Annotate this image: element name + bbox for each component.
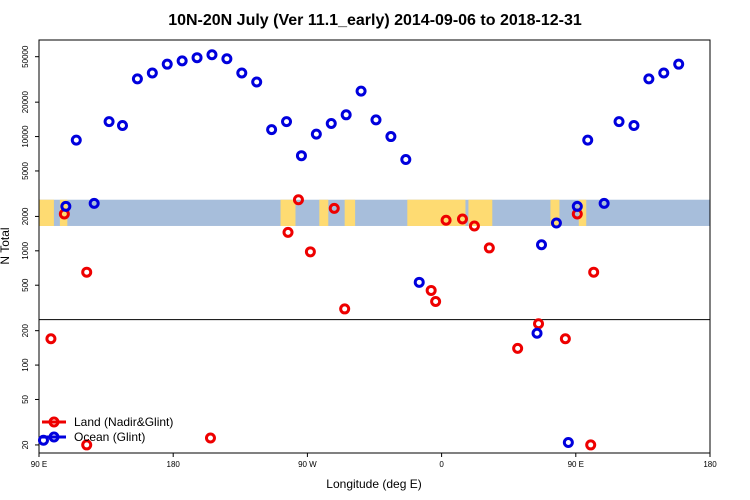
legend-land-label: Land (Nadir&Glint) bbox=[74, 415, 173, 429]
data-point bbox=[131, 73, 143, 85]
y-tick-label: 500 bbox=[21, 278, 30, 292]
y-tick-label: 100 bbox=[21, 358, 30, 372]
data-point bbox=[550, 217, 562, 229]
data-point bbox=[339, 303, 351, 315]
data-point bbox=[588, 266, 600, 278]
data-point bbox=[161, 58, 173, 70]
data-point bbox=[310, 128, 322, 140]
legend-ocean-marker bbox=[48, 431, 60, 443]
y-tick-label: 2000 bbox=[21, 207, 30, 225]
data-point bbox=[559, 333, 571, 345]
series-land bbox=[45, 194, 600, 451]
y-tick-label: 20 bbox=[21, 440, 30, 449]
data-point bbox=[295, 150, 307, 162]
data-point bbox=[282, 226, 294, 238]
data-point bbox=[328, 202, 340, 214]
y-axis: 20 50 100 200 500 1000 2000 5000 10000 20000 50000 bbox=[21, 45, 39, 449]
data-point bbox=[571, 200, 583, 212]
map-land bbox=[39, 199, 54, 226]
data-point bbox=[531, 327, 543, 339]
data-point bbox=[598, 197, 610, 209]
data-point bbox=[585, 439, 597, 451]
y-tick-label: 50000 bbox=[21, 45, 30, 68]
data-point bbox=[176, 55, 188, 67]
data-point bbox=[400, 153, 412, 165]
map-land bbox=[319, 199, 329, 226]
data-point bbox=[45, 333, 57, 345]
data-point bbox=[673, 58, 685, 70]
x-axis-title: Longitude (deg E) bbox=[326, 477, 421, 491]
data-point bbox=[251, 76, 263, 88]
data-point bbox=[440, 214, 452, 226]
legend-ocean-label: Ocean (Glint) bbox=[74, 430, 145, 444]
y-tick-label: 5000 bbox=[21, 162, 30, 180]
data-point bbox=[191, 52, 203, 64]
legend-land-marker bbox=[48, 416, 60, 428]
y-tick-label: 10000 bbox=[21, 125, 30, 148]
data-point bbox=[70, 134, 82, 146]
map-land bbox=[468, 199, 493, 226]
x-tick-label: 90 W bbox=[298, 460, 317, 469]
data-point bbox=[81, 439, 93, 451]
data-point bbox=[533, 318, 545, 330]
data-point bbox=[562, 437, 574, 449]
map-land bbox=[280, 199, 296, 226]
data-point bbox=[204, 432, 216, 444]
data-point bbox=[292, 194, 304, 206]
data-point bbox=[81, 266, 93, 278]
map-land bbox=[407, 199, 466, 226]
legend: Land (Nadir&Glint) Ocean (Glint) bbox=[42, 415, 173, 444]
data-point bbox=[370, 114, 382, 126]
data-point bbox=[266, 124, 278, 136]
map-land bbox=[59, 199, 68, 226]
data-point bbox=[425, 284, 437, 296]
data-point bbox=[281, 116, 293, 128]
data-point bbox=[483, 242, 495, 254]
data-point bbox=[613, 116, 625, 128]
x-axis: 90 E 180 90 W 0 90 E 180 bbox=[31, 453, 717, 469]
data-point bbox=[60, 200, 72, 212]
data-point bbox=[643, 73, 655, 85]
x-tick-label: 90 E bbox=[31, 460, 47, 469]
x-tick-label: 180 bbox=[703, 460, 717, 469]
data-point bbox=[146, 67, 158, 79]
data-point bbox=[385, 131, 397, 143]
data-point bbox=[628, 119, 640, 131]
data-point bbox=[468, 220, 480, 232]
data-point bbox=[512, 342, 524, 354]
x-tick-label: 0 bbox=[439, 460, 444, 469]
data-point bbox=[536, 239, 548, 251]
y-axis-title: N Total bbox=[0, 227, 12, 264]
chart-title: 10N-20N July (Ver 11.1_early) 2014-09-06… bbox=[168, 12, 582, 29]
data-point bbox=[658, 67, 670, 79]
data-point bbox=[304, 246, 316, 258]
data-point bbox=[325, 118, 337, 130]
series-ocean bbox=[37, 49, 685, 449]
data-point bbox=[236, 67, 248, 79]
y-tick-label: 20000 bbox=[21, 90, 30, 113]
data-point bbox=[456, 213, 468, 225]
data-point bbox=[221, 53, 233, 65]
y-tick-label: 200 bbox=[21, 323, 30, 337]
map-ocean bbox=[39, 199, 710, 226]
data-point bbox=[206, 49, 218, 61]
map-land bbox=[344, 199, 356, 226]
data-point bbox=[413, 276, 425, 288]
x-tick-label: 90 E bbox=[568, 460, 584, 469]
data-point bbox=[88, 197, 100, 209]
plot-frame bbox=[38, 39, 711, 454]
y-tick-label: 1000 bbox=[21, 241, 30, 259]
data-point bbox=[340, 109, 352, 121]
data-point bbox=[355, 85, 367, 97]
x-tick-label: 180 bbox=[167, 460, 181, 469]
y-tick-label: 50 bbox=[21, 394, 30, 403]
data-point bbox=[582, 134, 594, 146]
data-point bbox=[103, 116, 115, 128]
data-point bbox=[117, 119, 129, 131]
data-point bbox=[430, 296, 442, 308]
map-land bbox=[550, 199, 560, 226]
